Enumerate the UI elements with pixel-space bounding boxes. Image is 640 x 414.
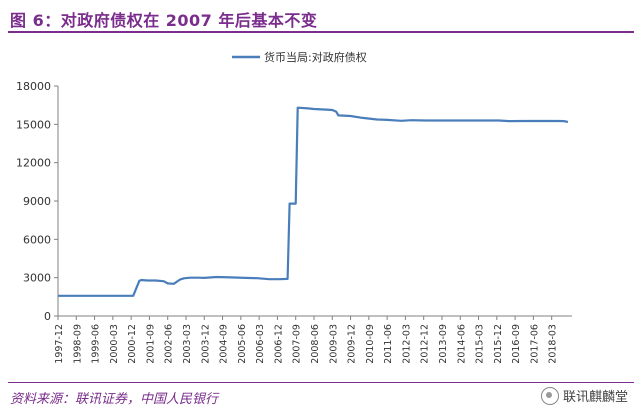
series-line [58,106,569,297]
x-tick-label: 2000-03 [109,324,120,364]
x-tick-label: 1998-09 [72,324,83,364]
x-tick-label: 2011-06 [383,324,394,364]
y-tick-label: 6000 [23,233,51,246]
y-tick-label: 18000 [16,80,51,93]
x-tick-label: 2003-03 [182,324,193,364]
x-tick-label: 2015-12 [493,324,504,364]
x-tick-label: 2017-06 [529,324,540,364]
x-tick-label: 2004-09 [219,324,230,364]
y-tick-label: 12000 [16,157,51,170]
x-tick-label: 2009-03 [328,324,339,364]
x-tick-label: 2014-06 [456,324,467,364]
y-tick-label: 15000 [16,118,51,131]
y-tick-label: 9000 [23,195,51,208]
x-tick-label: 2005-06 [237,324,248,364]
x-tick-label: 2006-03 [255,324,266,364]
x-tick-label: 2006-12 [273,324,284,364]
source-note: 资料来源：联讯证券，中国人民银行 [10,392,219,407]
x-tick-label: 2013-09 [438,324,449,364]
x-tick-label: 1999-06 [91,324,102,364]
watermark: 联讯麒麟堂 [540,386,628,405]
x-tick-label: 2016-09 [511,324,522,364]
title-divider [8,31,634,33]
x-tick-label: 2007-09 [292,324,303,364]
x-tick-label: 2012-03 [401,324,412,364]
x-tick-label: 2003-12 [200,324,211,364]
x-tick-label: 2010-09 [365,324,376,364]
x-tick-label: 2012-12 [420,324,431,364]
y-tick-label: 3000 [23,272,51,285]
wechat-logo-icon [540,386,559,405]
legend: 货币当局:对政府债权 [232,50,367,64]
legend-label: 货币当局:对政府债权 [264,50,367,64]
x-tick-label: 2001-09 [145,324,156,364]
x-tick-label: 2002-06 [164,324,175,364]
watermark-text: 联讯麒麟堂 [562,390,628,405]
x-tick-label: 2008-06 [310,324,321,364]
x-tick-label: 2000-12 [127,324,138,364]
x-tick-label: 2009-12 [347,324,358,364]
x-tick-label: 1997-12 [54,324,65,364]
figure-title: 图 6：对政府债权在 2007 年后基本不变 [10,11,318,30]
x-tick-label: 2015-03 [475,324,486,364]
y-tick-label: 0 [44,310,51,323]
footer-divider [8,382,634,383]
x-tick-label: 2018-03 [548,324,559,364]
